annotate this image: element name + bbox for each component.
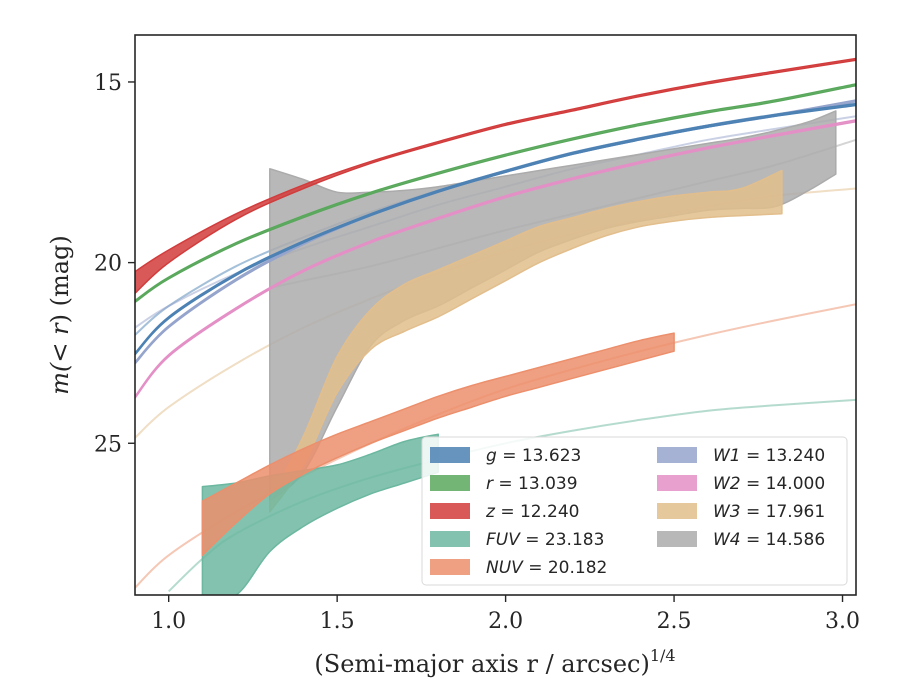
- legend-swatch-W3: [657, 503, 697, 519]
- series-layer: [135, 57, 856, 595]
- legend-label-W2: W2 = 14.000: [713, 474, 825, 494]
- y-tick-label: 15: [94, 71, 122, 96]
- legend-swatch-FUV: [430, 531, 470, 547]
- legend-label-W3: W3 = 17.961: [713, 502, 825, 522]
- legend-swatch-r: [430, 475, 470, 491]
- y-axis-label: m(< r) (mag): [46, 235, 74, 395]
- x-tick-label: 1.5: [320, 609, 355, 634]
- legend-swatch-g: [430, 447, 470, 463]
- x-tick-label: 2.5: [657, 609, 692, 634]
- legend-swatch-z: [430, 503, 470, 519]
- x-tick-label: 2.0: [488, 609, 523, 634]
- x-tick-label: 1.0: [151, 609, 186, 634]
- x-tick-label: 3.0: [825, 609, 860, 634]
- x-axis: 1.0 1.5 2.0 2.5 3.0: [151, 595, 860, 634]
- plot-frame: [134, 34, 857, 596]
- series-NUV-band: [201, 332, 675, 557]
- legend-label-z: z = 12.240: [485, 502, 579, 522]
- series-r-band: [135, 83, 856, 304]
- series-z-band: [135, 57, 856, 295]
- legend-label-FUV: FUV = 23.183: [486, 530, 604, 550]
- legend-swatch-W2: [657, 475, 697, 491]
- legend-swatch-W1: [657, 447, 697, 463]
- legend-label-NUV: NUV = 20.182: [486, 558, 607, 578]
- y-axis: 15 20 25: [94, 71, 135, 457]
- legend: g = 13.623 r = 13.039 z = 12.240 FUV = 23.1…: [421, 436, 848, 586]
- legend-label-W1: W1 = 13.240: [713, 446, 825, 466]
- x-axis-label: (Semi-major axis r / arcsec)1/4: [314, 646, 675, 678]
- series-W2-band: [135, 119, 856, 399]
- y-tick-label: 25: [94, 432, 122, 457]
- legend-frame: [421, 436, 848, 586]
- legend-label-r: r = 13.039: [486, 474, 578, 494]
- legend-swatch-W4: [657, 531, 697, 547]
- legend-label-W4: W4 = 14.586: [713, 530, 825, 550]
- legend-label-g: g = 13.623: [486, 446, 581, 466]
- y-tick-label: 20: [94, 252, 122, 277]
- legend-swatch-NUV: [430, 559, 470, 575]
- series-W3-band: [269, 169, 783, 513]
- series-g-band: [135, 102, 856, 356]
